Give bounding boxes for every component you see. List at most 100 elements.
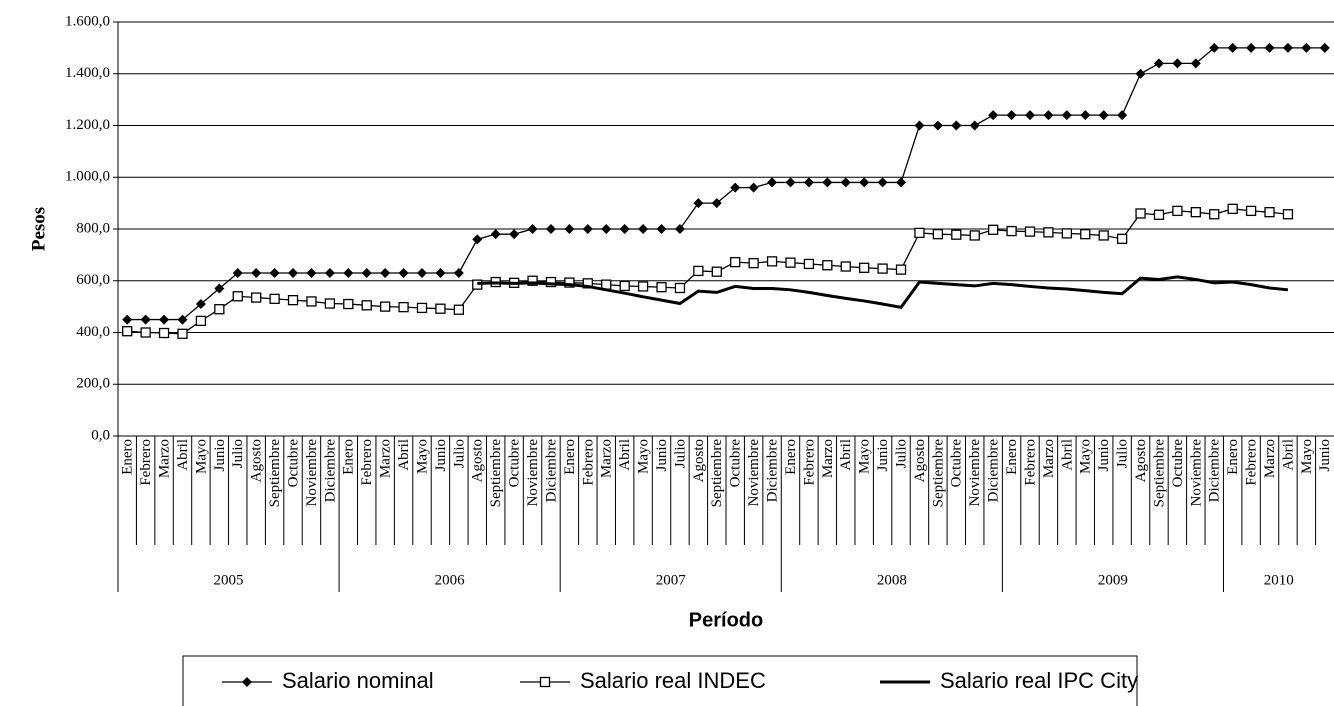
point (859, 262, 870, 273)
point (1264, 42, 1275, 53)
point (932, 229, 944, 240)
x-tick-label: Agosto (470, 439, 486, 482)
x-tick-label: Febrero (580, 439, 596, 486)
point (656, 224, 667, 234)
point (1190, 207, 1201, 218)
x-tick-label: Julio (1115, 439, 1131, 468)
point (895, 264, 907, 275)
point (1172, 58, 1183, 69)
x-tick-label: Enero (1004, 439, 1020, 475)
point (951, 120, 962, 131)
point (287, 295, 299, 306)
point (1264, 207, 1275, 218)
x-tick-label: Febrero (1244, 439, 1260, 486)
point (195, 299, 206, 310)
y-tick-label: 800,0 (76, 220, 110, 236)
point (582, 224, 593, 234)
x-tick-label: Enero (341, 439, 357, 475)
point (619, 280, 630, 292)
x-tick-label: Abril (396, 439, 412, 471)
x-tick-label: Agosto (249, 439, 265, 482)
point (951, 229, 962, 240)
x-tick-label: Diciembre (986, 439, 1002, 503)
x-tick-label: Diciembre (543, 439, 559, 503)
x-tick-label: Junio (875, 439, 891, 472)
x-tick-label: Abril (1059, 439, 1075, 471)
x-tick-label: Enero (1225, 439, 1241, 475)
x-tick-label: Septiembre (267, 439, 283, 508)
point (472, 234, 483, 245)
point (232, 267, 243, 278)
point (269, 267, 280, 278)
point (1117, 110, 1128, 121)
y-tick-label: 0,0 (91, 427, 110, 443)
point (1116, 233, 1128, 244)
x-tick-label: Diciembre (322, 439, 338, 503)
x-tick-label: Abril (838, 439, 854, 471)
legend-label: Salario real IPC City (940, 668, 1138, 693)
x-tick-label: Septiembre (488, 439, 504, 508)
x-tick-label: Octubre (949, 439, 965, 488)
point (859, 177, 870, 188)
point (1153, 209, 1165, 220)
year-label: 2005 (214, 572, 244, 588)
x-tick-label: Julio (230, 439, 246, 468)
x-tick-label: Abril (175, 439, 191, 471)
point (380, 267, 391, 278)
x-tick-label: Mayo (857, 439, 873, 474)
point (748, 182, 759, 193)
point (509, 229, 520, 240)
point (1209, 209, 1220, 220)
point (306, 267, 317, 278)
x-tick-label: Julio (672, 439, 688, 468)
point (711, 198, 722, 209)
point (637, 281, 649, 292)
year-label: 2009 (1098, 572, 1128, 588)
point (1282, 42, 1293, 53)
point (527, 275, 538, 286)
x-tick-label: Abril (617, 439, 633, 471)
x-tick-label: Marzo (378, 439, 394, 478)
point (674, 282, 686, 294)
year-label: 2006 (435, 572, 466, 588)
point (969, 230, 980, 241)
legend-marker (539, 676, 551, 688)
x-tick-label: Junio (1317, 439, 1333, 472)
point (1172, 205, 1183, 217)
x-tick-label: Julio (451, 439, 467, 468)
point (988, 224, 999, 235)
year-label: 2010 (1264, 572, 1294, 588)
point (730, 256, 741, 268)
point (1043, 110, 1054, 121)
point (122, 314, 133, 325)
x-axis-title: Período (689, 609, 763, 631)
x-tick-label: Octubre (1170, 439, 1186, 488)
point (711, 266, 722, 277)
point (693, 265, 704, 277)
point (1135, 208, 1146, 219)
point (435, 267, 446, 278)
x-tick-label: Febrero (138, 439, 154, 486)
point (601, 224, 612, 234)
y-tick-label: 1.000,0 (65, 169, 110, 185)
x-tick-label: Marzo (1262, 439, 1278, 478)
point (417, 267, 427, 278)
point (932, 120, 943, 131)
x-tick-label: Junio (1096, 439, 1112, 472)
point (969, 120, 980, 131)
point (306, 296, 317, 307)
y-tick-label: 200,0 (76, 376, 110, 392)
point (877, 177, 888, 188)
point (1153, 58, 1164, 69)
year-label: 2007 (656, 572, 687, 588)
point (435, 303, 446, 314)
point (988, 110, 999, 121)
point (1098, 110, 1109, 121)
point (140, 314, 151, 325)
x-tick-label: Noviembre (525, 439, 541, 507)
point (1246, 42, 1257, 53)
point (343, 298, 354, 310)
series-line (477, 275, 1289, 310)
point (1006, 225, 1017, 237)
point (1080, 229, 1091, 240)
